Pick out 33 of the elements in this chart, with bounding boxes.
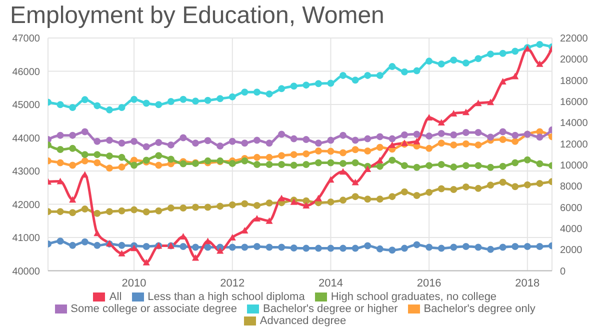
y2-tick-label: 10000 <box>560 160 588 172</box>
y2-tick-label: 2000 <box>560 245 583 256</box>
x-tick-label: 2012 <box>220 278 245 290</box>
legend-label: Bachelor's degree or higher <box>262 302 398 315</box>
y2-tick-label: 4000 <box>560 224 583 235</box>
y2-tick-label: 22000 <box>560 34 588 45</box>
y2-tick-label: 20000 <box>560 54 588 66</box>
legend-label: High school graduates, no college <box>330 290 497 303</box>
legend-label: Less than a high school diploma <box>148 290 305 303</box>
y-tick-label: 47000 <box>12 34 40 45</box>
y-tick-label: 46000 <box>12 66 40 78</box>
y2-tick-label: 8000 <box>560 182 583 193</box>
y-tick-label: 41000 <box>12 233 40 244</box>
chart-title: Employment by Education, Women <box>10 2 384 30</box>
y2-tick-label: 12000 <box>560 139 588 150</box>
y2-tick-label: 6000 <box>560 202 583 214</box>
y-tick-label: 40000 <box>12 266 40 278</box>
y2-tick-label: 0 <box>560 266 566 278</box>
legend-label: Some college or associate degree <box>70 302 237 315</box>
y2-tick-label: 16000 <box>560 97 588 108</box>
legend-label: All <box>109 290 122 303</box>
x-tick-label: 2016 <box>416 278 442 290</box>
y2-tick-label: 18000 <box>560 76 588 87</box>
legend-label: Advanced degree <box>260 314 346 327</box>
x-tick-label: 2010 <box>122 278 146 290</box>
y2-tick-label: 14000 <box>560 118 588 130</box>
y-tick-label: 42000 <box>12 200 40 211</box>
y-tick-label: 43000 <box>12 166 40 178</box>
legend-label: Bachelor's degree only <box>424 302 536 315</box>
y-tick-label: 44000 <box>12 133 40 144</box>
x-tick-label: 2018 <box>515 278 540 290</box>
x-tick-label: 2014 <box>318 278 343 290</box>
y-tick-label: 45000 <box>12 100 40 112</box>
